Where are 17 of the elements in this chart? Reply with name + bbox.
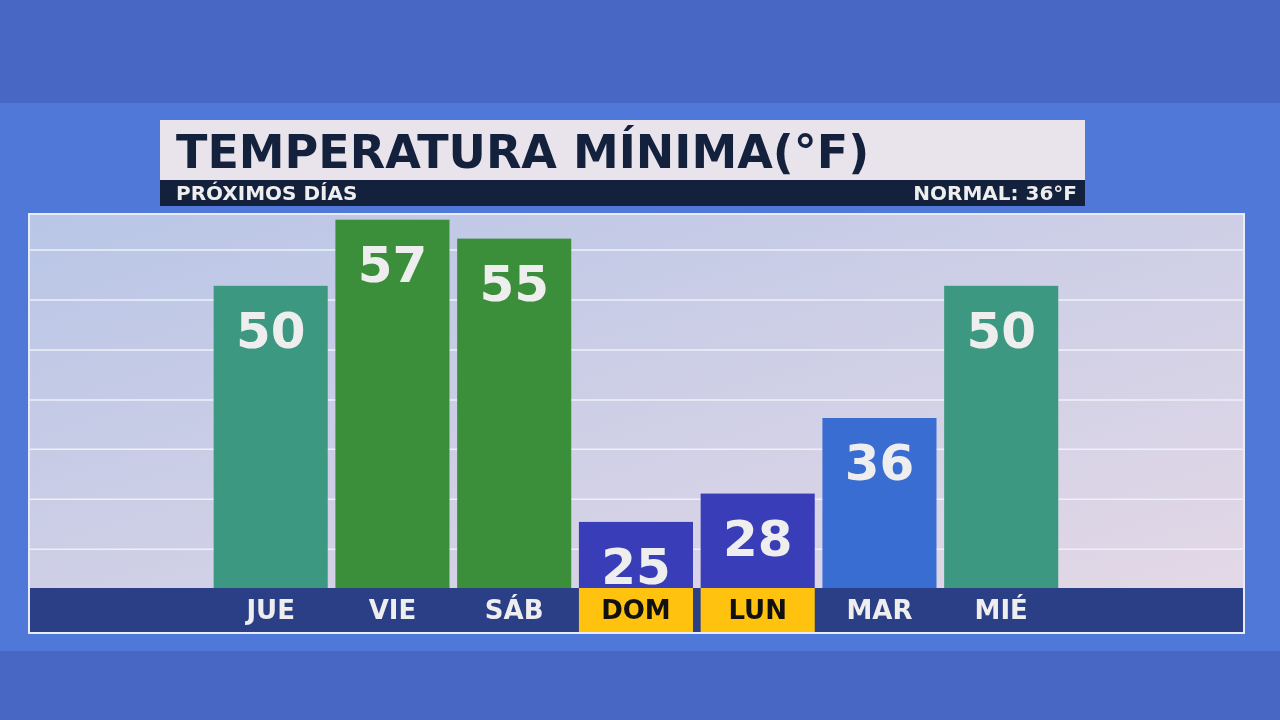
data-label: 28	[722, 509, 793, 568]
data-label: 55	[479, 254, 549, 313]
chart-title: TEMPERATURA MÍNIMA(°F)	[176, 125, 870, 179]
x-tick-label: MIÉ	[974, 594, 1028, 625]
data-label: 50	[966, 301, 1036, 360]
chart-subtitle: PRÓXIMOS DÍAS	[176, 181, 358, 205]
data-label: 25	[601, 537, 671, 596]
data-label: 57	[357, 235, 428, 294]
x-tick-label: MAR	[846, 595, 913, 625]
x-tick-label: SÁB	[484, 594, 544, 625]
x-tick-label: VIE	[368, 595, 417, 625]
data-label: 50	[235, 301, 306, 360]
text: NORMAL: 36°F	[913, 181, 1077, 205]
x-tick-label: DOM	[601, 595, 671, 625]
data-label: 36	[844, 434, 915, 493]
x-tick-label: LUN	[728, 595, 787, 625]
x-tick-label: JUE	[244, 595, 295, 625]
